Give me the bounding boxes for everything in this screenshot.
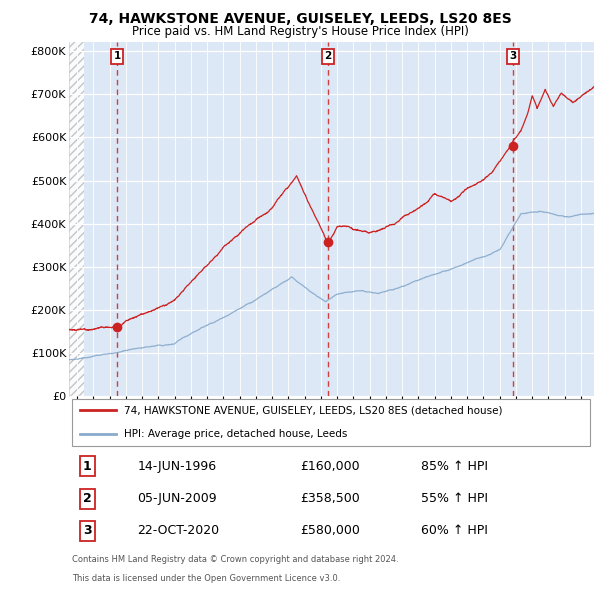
Text: 1: 1 [113, 51, 121, 61]
Text: Price paid vs. HM Land Registry's House Price Index (HPI): Price paid vs. HM Land Registry's House … [131, 25, 469, 38]
Text: £358,500: £358,500 [300, 492, 360, 505]
Text: 60% ↑ HPI: 60% ↑ HPI [421, 525, 488, 537]
Text: 1: 1 [83, 460, 92, 473]
Text: This data is licensed under the Open Government Licence v3.0.: This data is licensed under the Open Gov… [71, 573, 340, 583]
FancyBboxPatch shape [71, 398, 590, 446]
Text: 3: 3 [509, 51, 517, 61]
Text: £160,000: £160,000 [300, 460, 359, 473]
Text: 74, HAWKSTONE AVENUE, GUISELEY, LEEDS, LS20 8ES (detached house): 74, HAWKSTONE AVENUE, GUISELEY, LEEDS, L… [124, 405, 503, 415]
Text: 2: 2 [83, 492, 92, 505]
Text: 05-JUN-2009: 05-JUN-2009 [137, 492, 217, 505]
Text: £580,000: £580,000 [300, 525, 360, 537]
Text: 2: 2 [324, 51, 332, 61]
Text: 74, HAWKSTONE AVENUE, GUISELEY, LEEDS, LS20 8ES: 74, HAWKSTONE AVENUE, GUISELEY, LEEDS, L… [89, 12, 511, 26]
Text: 22-OCT-2020: 22-OCT-2020 [137, 525, 220, 537]
Text: Contains HM Land Registry data © Crown copyright and database right 2024.: Contains HM Land Registry data © Crown c… [71, 555, 398, 563]
Text: 3: 3 [83, 525, 92, 537]
Text: 85% ↑ HPI: 85% ↑ HPI [421, 460, 488, 473]
Text: 14-JUN-1996: 14-JUN-1996 [137, 460, 217, 473]
Text: 55% ↑ HPI: 55% ↑ HPI [421, 492, 488, 505]
Text: HPI: Average price, detached house, Leeds: HPI: Average price, detached house, Leed… [124, 429, 347, 439]
